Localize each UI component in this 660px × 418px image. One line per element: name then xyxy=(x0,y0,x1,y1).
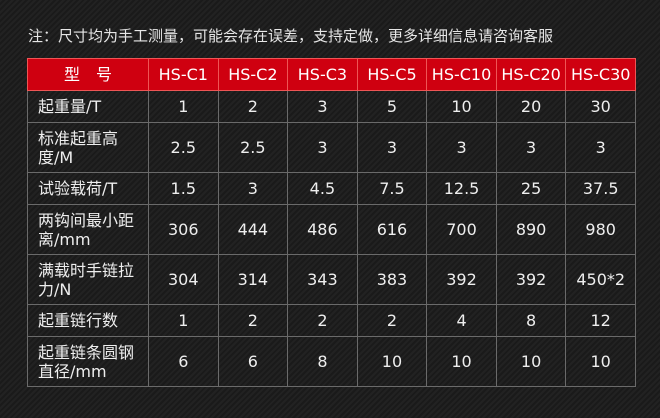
header-label: 型 号 xyxy=(27,58,149,91)
row-label: 两钩间最小距离/mm xyxy=(27,204,149,255)
spec-table: 型 号 HS-C1 HS-C2 HS-C3 HS-C5 HS-C10 HS-C20 HS-C… xyxy=(27,58,636,387)
cell-value: 314 xyxy=(217,254,289,305)
cell-value: 383 xyxy=(356,254,428,305)
cell-value: 2 xyxy=(287,304,358,337)
cell-value: 6 xyxy=(148,336,219,387)
cell-value: 304 xyxy=(148,254,219,305)
cell-value: 12 xyxy=(565,304,636,337)
model-header: HS-C5 xyxy=(356,58,428,91)
cell-value: 1 xyxy=(148,90,219,123)
cell-value: 2 xyxy=(356,304,428,337)
row-label: 满载时手链拉力/N xyxy=(27,254,149,305)
cell-value: 890 xyxy=(495,204,567,255)
cell-value: 20 xyxy=(495,90,567,123)
cell-value: 2.5 xyxy=(148,122,219,173)
cell-value: 6 xyxy=(217,336,289,387)
cell-value: 10 xyxy=(426,90,497,123)
cell-value: 3 xyxy=(217,172,289,205)
cell-value: 3 xyxy=(287,90,358,123)
cell-value: 3 xyxy=(356,122,428,173)
cell-value: 306 xyxy=(148,204,219,255)
cell-value: 2.5 xyxy=(217,122,289,173)
model-header: HS-C30 xyxy=(565,58,636,91)
table-row: 试验载荷/T 1.5 3 4.5 7.5 12.5 25 37.5 xyxy=(27,172,636,205)
model-header: HS-C2 xyxy=(217,58,289,91)
cell-value: 10 xyxy=(565,336,636,387)
cell-value: 25 xyxy=(495,172,567,205)
cell-value: 444 xyxy=(217,204,289,255)
cell-value: 7.5 xyxy=(356,172,428,205)
cell-value: 3 xyxy=(287,122,358,173)
cell-value: 1 xyxy=(148,304,219,337)
row-label: 起重链条圆钢直径/mm xyxy=(27,336,149,387)
cell-value: 10 xyxy=(356,336,428,387)
cell-value: 4.5 xyxy=(287,172,358,205)
table-row: 起重链条圆钢直径/mm 6 6 8 10 10 10 10 xyxy=(27,336,636,387)
table-row: 起重链行数 1 2 2 2 4 8 12 xyxy=(27,304,636,337)
cell-value: 1.5 xyxy=(148,172,219,205)
header-row: 型 号 HS-C1 HS-C2 HS-C3 HS-C5 HS-C10 HS-C20 HS-C… xyxy=(27,58,636,91)
cell-value: 37.5 xyxy=(565,172,636,205)
model-header: HS-C10 xyxy=(426,58,497,91)
cell-value: 8 xyxy=(495,304,567,337)
cell-value: 10 xyxy=(426,336,497,387)
cell-value: 30 xyxy=(565,90,636,123)
model-header: HS-C20 xyxy=(495,58,567,91)
cell-value: 3 xyxy=(426,122,497,173)
model-header: HS-C1 xyxy=(148,58,219,91)
cell-value: 450*2 xyxy=(565,254,636,305)
table-row: 两钩间最小距离/mm 306 444 486 616 700 890 980 xyxy=(27,204,636,255)
table-row: 起重量/T 1 2 3 5 10 20 30 xyxy=(27,90,636,123)
cell-value: 8 xyxy=(287,336,358,387)
cell-value: 3 xyxy=(565,122,636,173)
cell-value: 616 xyxy=(356,204,428,255)
cell-value: 486 xyxy=(287,204,358,255)
row-label: 起重链行数 xyxy=(27,304,149,337)
row-label: 起重量/T xyxy=(27,90,149,123)
cell-value: 343 xyxy=(287,254,358,305)
cell-value: 2 xyxy=(217,304,289,337)
cell-value: 392 xyxy=(495,254,567,305)
cell-value: 392 xyxy=(426,254,497,305)
model-header: HS-C3 xyxy=(287,58,358,91)
cell-value: 700 xyxy=(426,204,497,255)
cell-value: 980 xyxy=(565,204,636,255)
row-label: 试验载荷/T xyxy=(27,172,149,205)
cell-value: 2 xyxy=(217,90,289,123)
cell-value: 12.5 xyxy=(426,172,497,205)
table-row: 满载时手链拉力/N 304 314 343 383 392 392 450*2 xyxy=(27,254,636,305)
table-row: 标准起重高度/M 2.5 2.5 3 3 3 3 3 xyxy=(27,122,636,173)
note-text: 注：尺寸均为手工测量，可能会存在误差，支持定做，更多详细信息请咨询客服 xyxy=(28,27,554,45)
cell-value: 3 xyxy=(495,122,567,173)
cell-value: 5 xyxy=(356,90,428,123)
row-label: 标准起重高度/M xyxy=(27,122,149,173)
cell-value: 10 xyxy=(495,336,567,387)
cell-value: 4 xyxy=(426,304,497,337)
